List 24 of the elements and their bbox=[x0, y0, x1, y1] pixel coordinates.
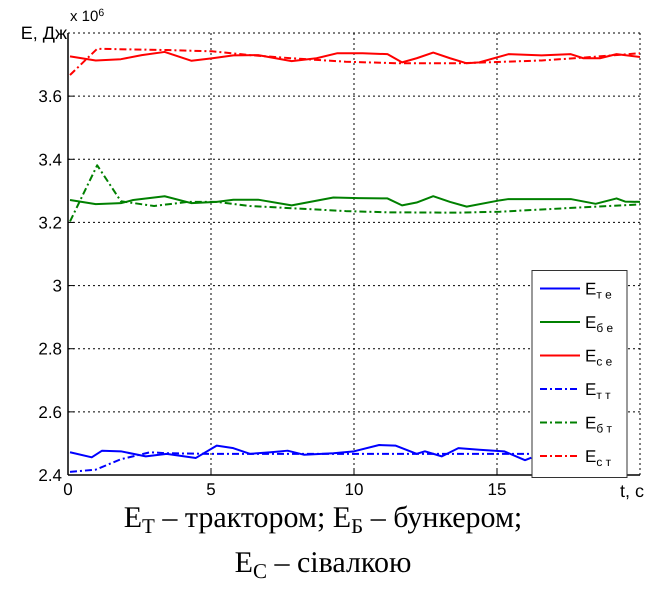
legend-label: E$_{т е}$ bbox=[585, 280, 612, 302]
x-tick-label: 0 bbox=[63, 480, 73, 499]
x-axis-title: t, c bbox=[620, 481, 644, 501]
x-tick-label: 5 bbox=[206, 480, 216, 499]
text: E$_{С}$ – сівалкою bbox=[234, 546, 412, 584]
y-tick-label: 3.6 bbox=[38, 87, 62, 106]
legend-label: E$_{т т}$ bbox=[585, 380, 612, 402]
legend-label: E$_{с е}$ bbox=[585, 346, 613, 368]
legend-label: E$_{б т}$ bbox=[585, 414, 612, 436]
line-series bbox=[69, 48, 641, 76]
line-series bbox=[69, 164, 641, 222]
y-tick-label: 3.2 bbox=[38, 213, 62, 232]
y-tick-label: 2.6 bbox=[38, 402, 62, 422]
y-tick-label: 3.4 bbox=[38, 150, 62, 170]
y-tick-label: 3 bbox=[52, 276, 62, 296]
y-axis-title: E, Дж bbox=[20, 23, 67, 43]
x-tick-label: 15 bbox=[488, 480, 506, 499]
text: x 10$^{6}$ bbox=[70, 6, 104, 25]
legend-label: E$_{с т}$ bbox=[585, 447, 612, 469]
legend-label: E$_{б е}$ bbox=[585, 313, 614, 335]
text: E$_{Т}$ – трактором; E$_{Б}$ – бункером; bbox=[124, 501, 522, 538]
x-tick-label: 10 bbox=[344, 480, 364, 499]
y-tick-label: 2.8 bbox=[38, 340, 62, 359]
y-tick-label: 2.4 bbox=[38, 466, 62, 485]
